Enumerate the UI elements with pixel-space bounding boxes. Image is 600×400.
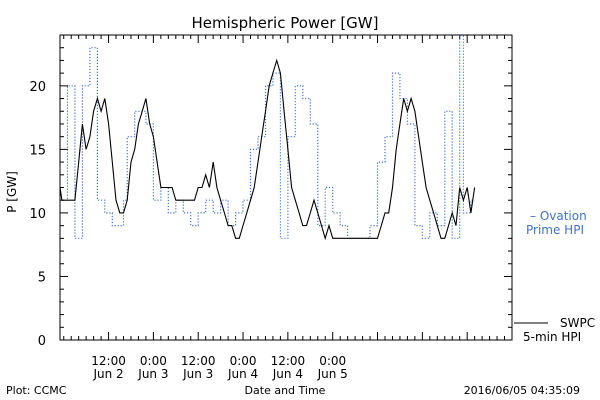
x-tick-time-label: 12:00 [91,354,126,368]
chart-title: Hemispheric Power [GW] [192,14,379,32]
legend-swpc-line2: 5-min HPI [523,330,581,344]
x-tick-date-label: Jun 3 [137,367,168,381]
y-axis-label: P [GW] [5,171,19,213]
y-tick-label: 0 [38,334,46,349]
y-tick-label: 20 [29,80,46,95]
series-line-swpc [59,58,476,241]
series-line-ovation [60,34,475,239]
x-tick-time-label: 12:00 [271,354,306,368]
x-tick-date-label: Jun 4 [227,367,258,381]
x-tick-date-label: Jun 2 [92,367,123,381]
legend-ovation-line1: – Ovation [530,209,587,223]
x-tick-date-label: Jun 3 [182,367,213,381]
x-tick-time-label: 0:00 [319,354,346,368]
legend-ovation-line2: Prime HPI [526,223,584,237]
footer-timestamp: 2016/06/05 04:35:09 [464,384,580,397]
y-tick-label: 5 [38,270,46,285]
x-tick-time-label: 0:00 [140,354,167,368]
x-tick-time-label: 0:00 [230,354,257,368]
plot-frame [59,34,513,341]
legend-swpc-line1: SWPC [560,316,595,330]
series-layer [59,34,476,241]
y-tick-label: 10 [29,207,46,222]
footer-plot-credit: Plot: CCMC [6,384,67,397]
y-tick-label: 15 [29,143,46,158]
x-tick-date-label: Jun 4 [272,367,303,381]
x-tick-date-label: Jun 5 [317,367,348,381]
x-axis-label: Date and Time [245,384,326,397]
x-tick-time-label: 12:00 [181,354,216,368]
